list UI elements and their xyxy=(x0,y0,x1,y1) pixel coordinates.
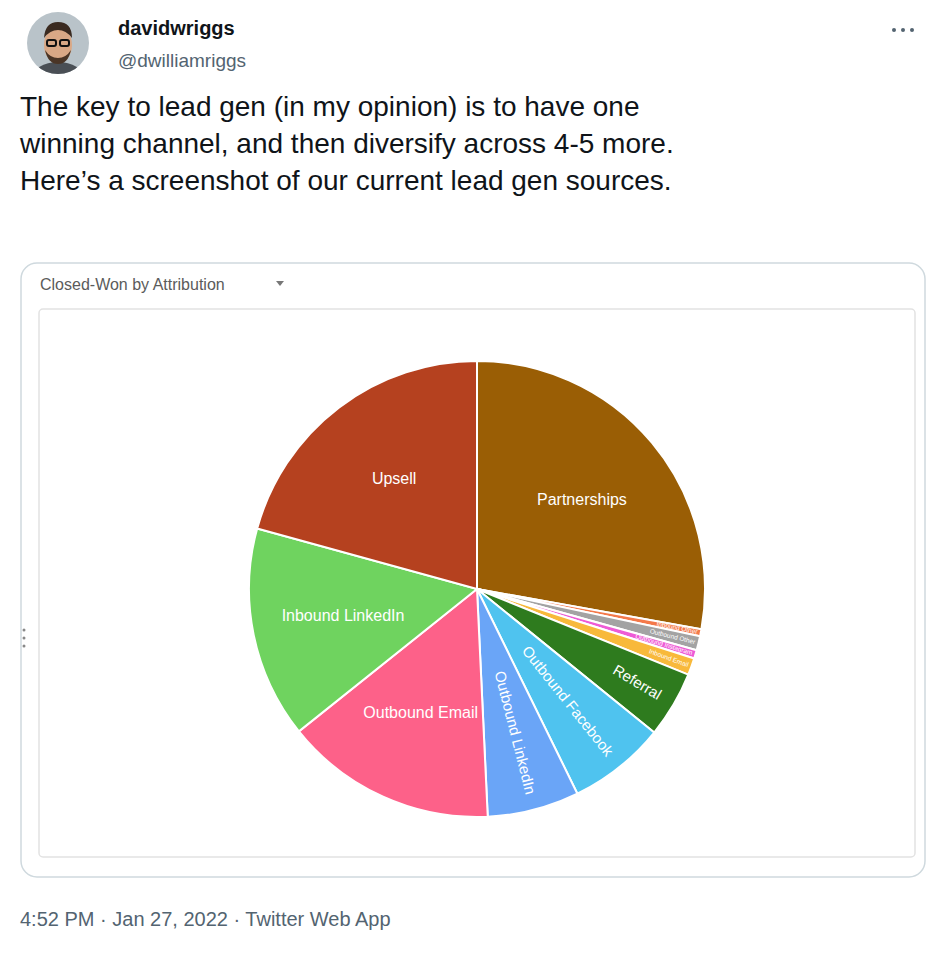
slice-label: Inbound Email xyxy=(648,647,690,668)
author-name[interactable]: davidwriggs xyxy=(118,17,235,39)
page: davidwriggs @dwilliamriggs The key to lead… xyxy=(0,0,948,958)
slice-label: Outbound Facebook xyxy=(519,642,617,759)
avatar-hair xyxy=(44,22,72,38)
tweet-footer: 4:52 PM · Jan 27, 2022 · Twitter Web App xyxy=(20,908,391,930)
slice-label: Inbound LinkedIn xyxy=(282,607,405,624)
background xyxy=(0,0,948,958)
slice-label: Outbound LinkedIn xyxy=(491,669,539,796)
resize-handle[interactable] xyxy=(23,629,26,648)
chart-panel xyxy=(39,309,915,857)
author-handle[interactable]: @dwilliamriggs xyxy=(118,50,246,71)
menu-dot xyxy=(910,28,914,32)
slice-label: Partnerships xyxy=(537,491,627,508)
menu-dot xyxy=(901,28,905,32)
dropdown-icon[interactable] xyxy=(276,281,284,286)
slice-label: Outbound Email xyxy=(363,704,478,721)
avatar-beard xyxy=(45,50,71,64)
tweet-text: The key to lead gen (in my opinion) is t… xyxy=(20,91,639,122)
slice-label: Referral xyxy=(610,661,665,703)
menu-dot xyxy=(892,28,896,32)
pie-slice xyxy=(257,361,477,589)
more-menu[interactable] xyxy=(892,28,914,32)
handle-dot xyxy=(23,645,26,648)
tweet-text: winning channel, and then diversify acro… xyxy=(19,128,674,159)
avatar-glasses xyxy=(60,40,69,46)
chart-title: Closed-Won by Attribution xyxy=(40,276,225,293)
tweet-text: Here’s a screenshot of our current lead … xyxy=(20,165,672,196)
pie: PartnershipsInbound OtherOutbound OtherO… xyxy=(249,361,705,817)
avatar-shirt xyxy=(32,62,84,94)
handle-dot xyxy=(23,637,26,640)
slices xyxy=(249,361,705,817)
slice-labels: PartnershipsInbound OtherOutbound OtherO… xyxy=(282,470,699,796)
handle-dot xyxy=(23,629,26,632)
avatar[interactable] xyxy=(27,12,89,94)
pie-slice xyxy=(477,361,705,629)
avatar-glasses xyxy=(47,40,56,46)
slice-label: Upsell xyxy=(372,470,416,487)
chart-card xyxy=(21,263,925,877)
